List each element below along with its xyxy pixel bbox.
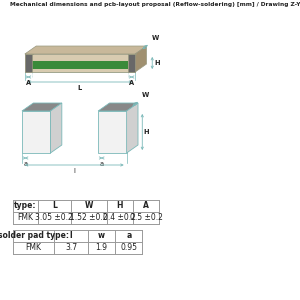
Text: 3.05 ±0.2: 3.05 ±0.2 [35,214,73,223]
Polygon shape [135,46,146,72]
Text: A: A [26,80,31,86]
Text: 0.4 ±0.2: 0.4 ±0.2 [103,214,136,223]
Text: FMK: FMK [26,244,41,253]
Text: a: a [23,161,28,167]
Text: 0.95: 0.95 [120,244,137,253]
Text: H: H [144,129,149,135]
Text: 1.52 ±0.2: 1.52 ±0.2 [70,214,108,223]
Text: w: w [98,232,105,241]
Text: l: l [70,232,72,241]
Polygon shape [22,111,50,153]
Polygon shape [50,103,62,153]
Text: A: A [129,80,134,86]
Text: A: A [143,202,149,211]
Text: W: W [152,35,159,41]
Text: type:: type: [14,202,36,211]
Polygon shape [25,54,135,72]
Polygon shape [25,54,32,72]
Polygon shape [25,46,146,54]
Polygon shape [32,61,128,69]
Text: 0.5 ±0.2: 0.5 ±0.2 [130,214,163,223]
Polygon shape [22,103,62,111]
Text: a: a [126,232,131,241]
Text: 3.7: 3.7 [65,244,77,253]
Text: Mechanical dimensions and pcb-layout proposal (Reflow-soldering) [mm] / Drawing : Mechanical dimensions and pcb-layout pro… [10,2,300,7]
Polygon shape [98,103,138,111]
Text: L: L [52,202,57,211]
Polygon shape [127,103,138,153]
Text: H: H [117,202,123,211]
Text: W: W [85,202,93,211]
Text: FMK: FMK [17,214,33,223]
Text: solder pad type:: solder pad type: [0,232,69,241]
Text: l: l [74,168,75,174]
Text: L: L [78,85,82,91]
Polygon shape [128,54,135,72]
Polygon shape [98,111,127,153]
Text: 1.9: 1.9 [96,244,108,253]
Text: W: W [142,92,149,98]
Text: a: a [100,161,104,167]
Text: H: H [154,60,160,66]
